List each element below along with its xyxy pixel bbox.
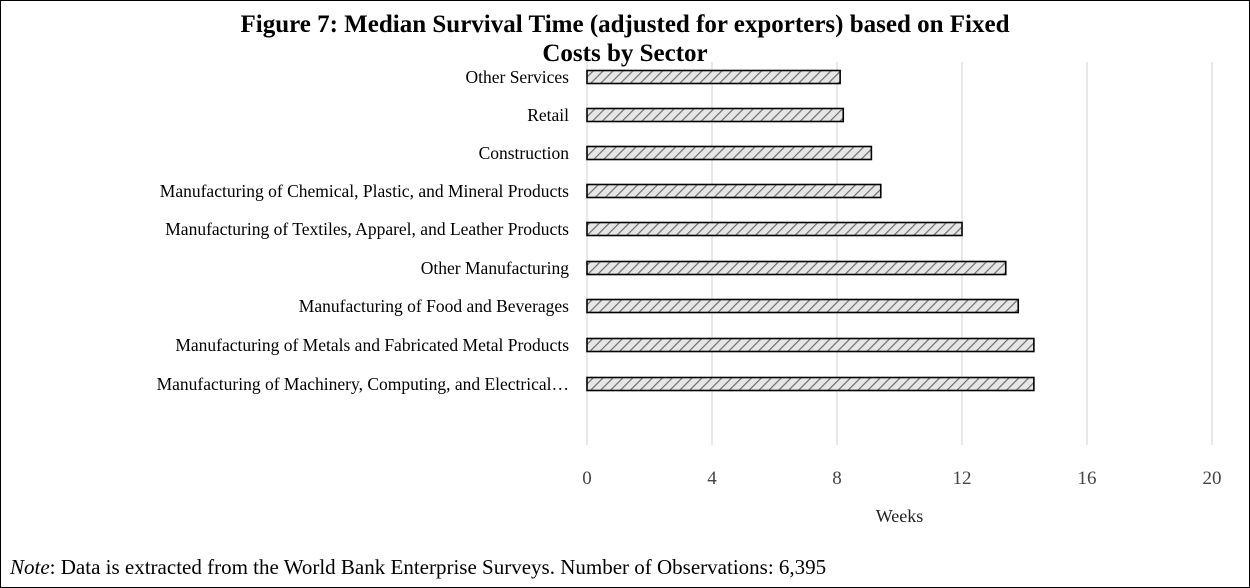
bar	[586, 145, 873, 161]
chart-title: Figure 7: Median Survival Time (adjusted…	[0, 10, 1250, 68]
note-label: Note	[10, 555, 50, 579]
category-label: Retail	[527, 105, 569, 125]
category-label: Other Services	[465, 67, 569, 87]
bar	[586, 298, 1020, 314]
x-tick-label: 20	[1203, 468, 1222, 489]
x-tick-label: 4	[707, 468, 717, 489]
category-label: Manufacturing of Metals and Fabricated M…	[175, 335, 569, 355]
category-label: Construction	[479, 143, 570, 163]
category-label: Manufacturing of Chemical, Plastic, and …	[160, 181, 569, 201]
bar	[586, 183, 882, 199]
x-tick-label: 12	[953, 468, 972, 489]
note-text: : Data is extracted from the World Bank …	[49, 555, 827, 579]
category-labels: Other Services Retail Construction Manufact…	[157, 67, 570, 394]
x-tick-labels: 0 4 8 12 16 20	[582, 468, 1221, 489]
bar	[586, 376, 1035, 392]
x-axis-title: Weeks	[876, 506, 924, 526]
bar-chart: Other Services Retail Construction Manufact…	[157, 62, 1222, 526]
bar	[586, 221, 963, 237]
x-tick-label: 16	[1078, 468, 1097, 489]
x-tick-label: 8	[832, 468, 842, 489]
bar	[586, 260, 1007, 276]
bar	[586, 107, 845, 123]
category-label: Other Manufacturing	[421, 258, 569, 278]
bar	[586, 337, 1035, 353]
bar	[586, 69, 841, 85]
x-tick-label: 0	[582, 468, 592, 489]
chart-title-line-1: Figure 7: Median Survival Time (adjusted…	[240, 11, 1010, 38]
category-label: Manufacturing of Food and Beverages	[299, 296, 569, 316]
bars	[586, 69, 1035, 392]
figure-note: Note: Data is extracted from the World B…	[10, 555, 826, 580]
category-label: Manufacturing of Machinery, Computing, a…	[157, 374, 569, 394]
category-label: Manufacturing of Textiles, Apparel, and …	[165, 219, 569, 239]
chart-title-line-2: Costs by Sector	[542, 40, 708, 67]
